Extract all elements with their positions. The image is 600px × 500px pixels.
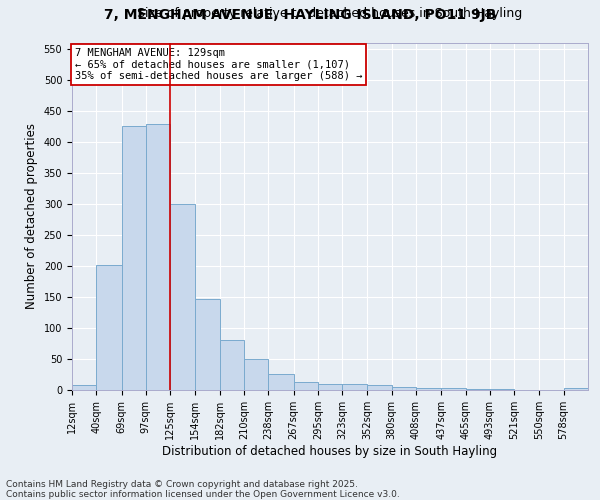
Bar: [196, 299, 220, 390]
Bar: [342, 384, 367, 390]
Bar: [293, 382, 318, 390]
Bar: [563, 388, 588, 390]
Y-axis label: Number of detached properties: Number of detached properties: [25, 123, 38, 309]
Bar: [367, 385, 392, 390]
Bar: [122, 126, 146, 390]
Bar: [441, 388, 466, 390]
Text: Contains HM Land Registry data © Crown copyright and database right 2025.
Contai: Contains HM Land Registry data © Crown c…: [6, 480, 400, 499]
Bar: [416, 388, 441, 390]
Bar: [318, 384, 342, 390]
Bar: [220, 340, 244, 390]
Bar: [392, 387, 416, 390]
Bar: [244, 359, 268, 390]
Title: Size of property relative to detached houses in South Hayling: Size of property relative to detached ho…: [137, 8, 523, 20]
Bar: [97, 264, 122, 390]
Text: 7 MENGHAM AVENUE: 129sqm
← 65% of detached houses are smaller (1,107)
35% of sem: 7 MENGHAM AVENUE: 129sqm ← 65% of detach…: [74, 48, 362, 81]
X-axis label: Distribution of detached houses by size in South Hayling: Distribution of detached houses by size …: [163, 444, 497, 458]
Text: 7, MENGHAM AVENUE, HAYLING ISLAND, PO11 9JB: 7, MENGHAM AVENUE, HAYLING ISLAND, PO11 …: [104, 8, 496, 22]
Bar: [170, 204, 196, 390]
Bar: [72, 385, 97, 390]
Bar: [268, 374, 293, 390]
Bar: [146, 124, 170, 390]
